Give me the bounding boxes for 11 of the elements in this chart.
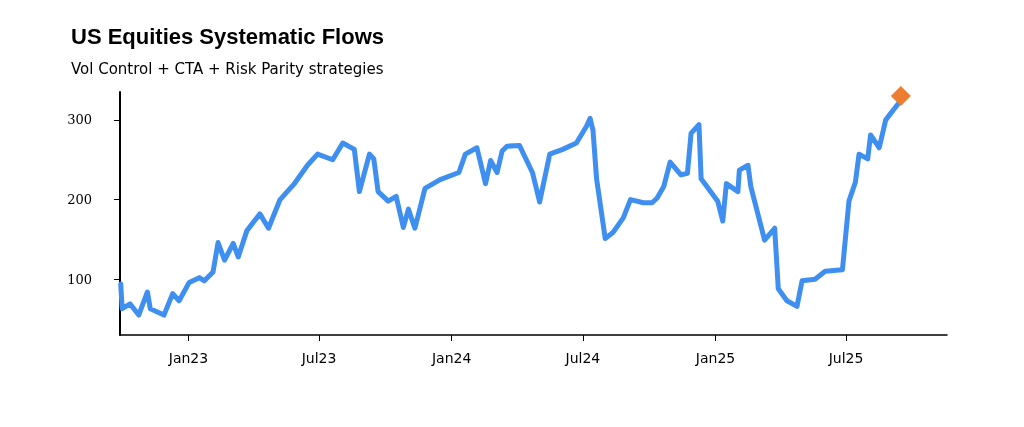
x-tick-label: Jul25 — [827, 350, 864, 366]
chart-subtitle: Vol Control + CTA + Risk Parity strategies — [71, 59, 384, 78]
x-tick-label: Jul23 — [300, 350, 337, 366]
x-tick-label: Jan23 — [167, 350, 209, 366]
x-tick-label: Jan24 — [430, 350, 472, 366]
x-tick-label: Jan25 — [694, 350, 736, 366]
y-tick-label: 200 — [67, 192, 92, 208]
y-tick-label: 300 — [67, 112, 92, 128]
y-tick-label: 100 — [67, 271, 92, 287]
x-tick-label: Jul24 — [564, 350, 601, 366]
chart-title: US Equities Systematic Flows — [71, 23, 384, 49]
